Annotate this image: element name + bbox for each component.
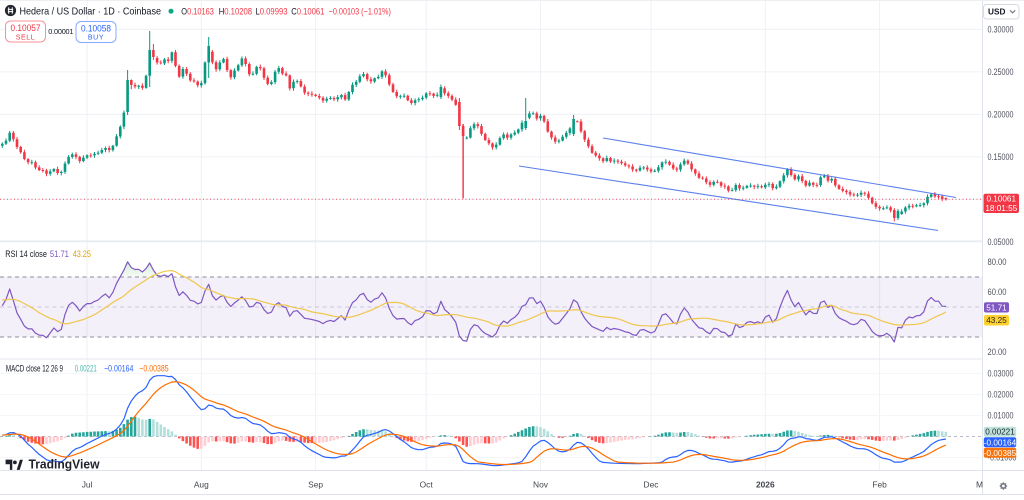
svg-text:0.10061: 0.10061: [986, 195, 1016, 204]
svg-text:0.10057: 0.10057: [11, 23, 41, 33]
svg-text:−0.00103 (−1.01%): −0.00103 (−1.01%): [329, 6, 391, 16]
svg-text:0.30000: 0.30000: [988, 25, 1014, 35]
svg-text:BUY: BUY: [88, 35, 104, 42]
svg-text:USD: USD: [988, 8, 1005, 17]
svg-text:0.20000: 0.20000: [988, 110, 1014, 120]
svg-text:Sep: Sep: [308, 479, 323, 489]
svg-text:Oct: Oct: [420, 479, 434, 489]
svg-text:L0.09993: L0.09993: [256, 6, 288, 16]
svg-text:43.25: 43.25: [73, 249, 91, 259]
svg-text:0.25000: 0.25000: [988, 67, 1014, 77]
svg-text:TradingView: TradingView: [29, 458, 100, 472]
svg-text:18:01:55: 18:01:55: [985, 204, 1017, 213]
svg-text:RSI 14 close: RSI 14 close: [5, 249, 47, 259]
svg-text:Feb: Feb: [872, 479, 887, 489]
svg-text:60.00: 60.00: [988, 287, 1007, 297]
svg-text:80.00: 80.00: [988, 257, 1007, 267]
svg-text:−0.00385: −0.00385: [139, 364, 168, 374]
svg-text:51.71: 51.71: [50, 249, 69, 259]
svg-text:0.15000: 0.15000: [988, 152, 1014, 162]
svg-text:Aug: Aug: [194, 479, 209, 489]
svg-text:Dec: Dec: [644, 479, 659, 489]
svg-text:Hedera / US Dollar · 1D · Coin: Hedera / US Dollar · 1D · Coinbase: [20, 6, 162, 18]
svg-text:-0.00385: -0.00385: [984, 449, 1017, 458]
svg-text:0.00221: 0.00221: [75, 364, 97, 374]
svg-text:Nov: Nov: [533, 479, 549, 489]
svg-text:SELL: SELL: [16, 34, 36, 41]
svg-text:−0.00164: −0.00164: [104, 364, 133, 374]
svg-text:MACD close 12 26 9: MACD close 12 26 9: [6, 364, 63, 374]
svg-text:0.02000: 0.02000: [988, 390, 1014, 400]
svg-text:H0.10208: H0.10208: [219, 6, 252, 16]
svg-text:0.10058: 0.10058: [81, 23, 111, 33]
svg-text:0.00221: 0.00221: [985, 428, 1015, 437]
svg-text:0.01000: 0.01000: [988, 411, 1014, 421]
svg-text:0.00001: 0.00001: [48, 27, 73, 36]
svg-text:51.71: 51.71: [986, 303, 1007, 312]
svg-text:20.00: 20.00: [988, 347, 1007, 357]
svg-text:0.05000: 0.05000: [988, 237, 1014, 247]
svg-text:43.25: 43.25: [986, 316, 1007, 325]
svg-text:2026: 2026: [756, 479, 775, 489]
svg-text:O0.10163: O0.10163: [181, 6, 214, 16]
svg-text:-0.00164: -0.00164: [984, 438, 1017, 447]
svg-text:M: M: [976, 479, 983, 489]
svg-text:0.03000: 0.03000: [988, 369, 1014, 379]
svg-text:Jul: Jul: [82, 479, 93, 489]
svg-text:C0.10061: C0.10061: [291, 6, 324, 16]
